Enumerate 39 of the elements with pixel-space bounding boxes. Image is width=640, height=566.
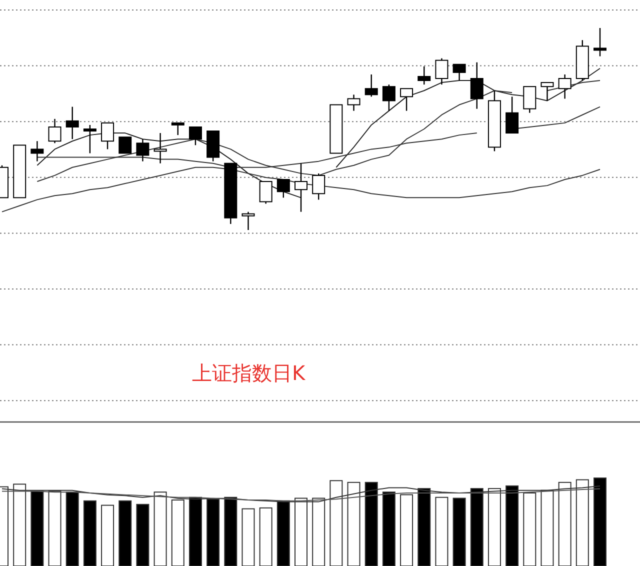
candlestick [48, 118, 62, 144]
bar [101, 504, 114, 566]
bar [136, 504, 150, 566]
candlestick [101, 122, 114, 150]
candlestick [136, 138, 150, 162]
candlestick [171, 122, 184, 136]
bar [242, 508, 255, 566]
candlestick [506, 96, 519, 134]
candlestick [382, 84, 396, 112]
candlestick [558, 74, 572, 100]
candlestick [452, 64, 466, 82]
candlestick [523, 86, 536, 114]
candlestick [435, 58, 448, 86]
candlestick [259, 180, 272, 204]
bar [118, 500, 132, 566]
bar [452, 498, 466, 566]
bar [435, 496, 448, 566]
candlestick [154, 132, 167, 164]
candlestick [312, 172, 326, 200]
bar [400, 494, 414, 566]
candlestick [540, 82, 554, 102]
candlestick [188, 126, 202, 146]
candlestick [470, 62, 484, 110]
bar [259, 507, 272, 566]
candlestick [83, 124, 96, 154]
candlestick [66, 106, 79, 140]
text: 上证指数日K [192, 361, 306, 385]
candlestick [30, 140, 44, 162]
candlestick [242, 211, 255, 231]
bar [382, 492, 396, 566]
bar [83, 500, 96, 566]
candlestick [276, 178, 290, 198]
candlestick [347, 94, 360, 112]
candlestick [594, 27, 606, 57]
candlestick [294, 162, 308, 212]
candlestick [400, 88, 414, 112]
candlestick [118, 136, 132, 154]
candlestick [364, 74, 378, 98]
candlestick [418, 66, 431, 86]
